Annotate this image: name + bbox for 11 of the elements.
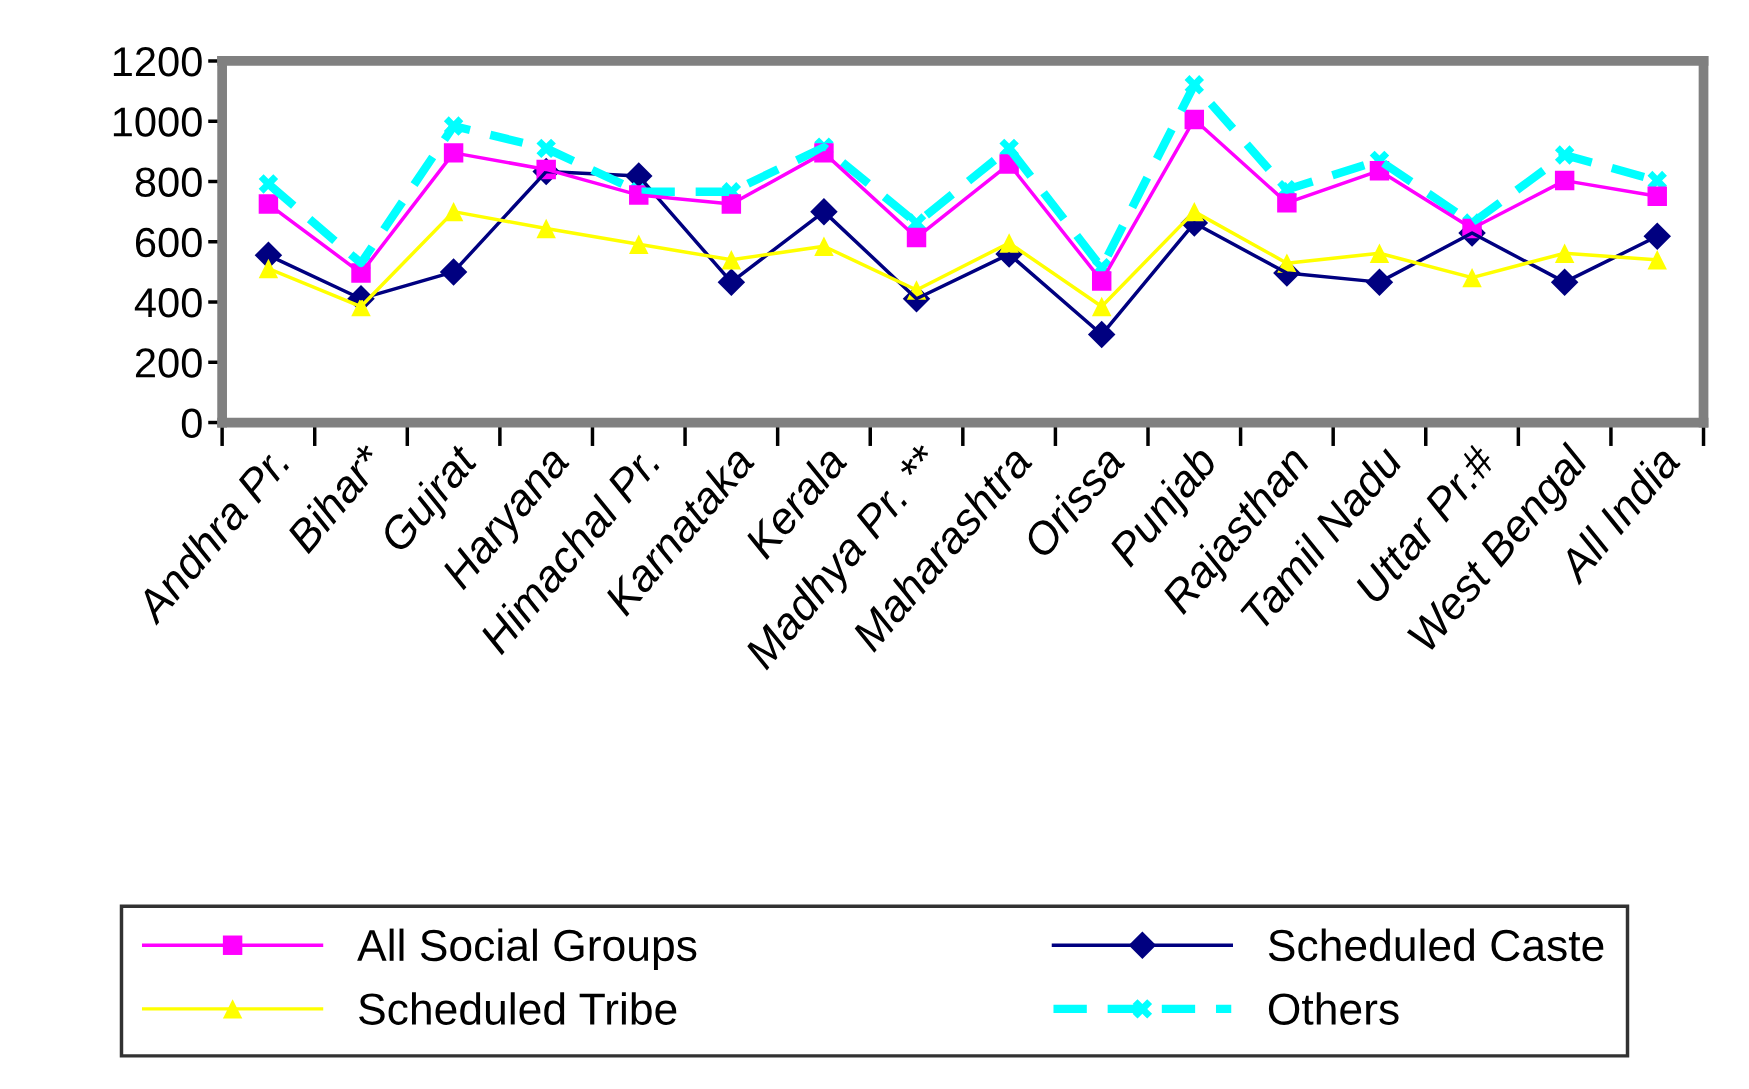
y-tick-label: 400 [134, 288, 202, 318]
y-tick-label: 600 [135, 227, 202, 258]
y-tick-label: 0 [181, 408, 202, 439]
legend-label: All Social Groups [357, 928, 697, 971]
y-tick-label: 200 [135, 348, 202, 378]
y-tick-label: 1000 [113, 107, 202, 137]
legend-label: Others [1268, 992, 1399, 1025]
legend-label: Scheduled Tribe [359, 992, 677, 1025]
y-tick-label: 1200 [113, 46, 202, 77]
y-tick-label: 800 [135, 167, 202, 198]
legend-label: Scheduled Caste [1268, 928, 1604, 962]
